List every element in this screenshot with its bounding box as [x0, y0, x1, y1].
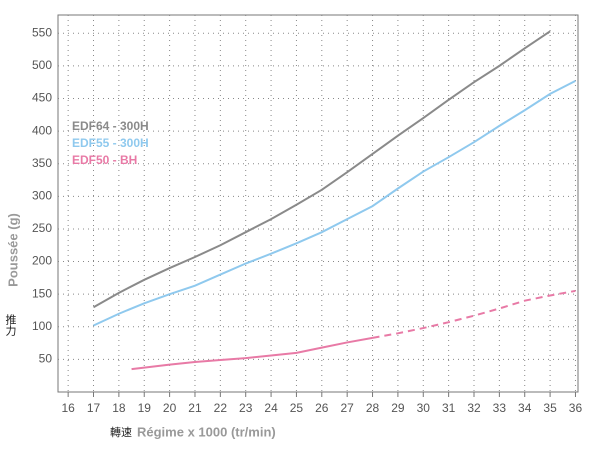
x-tick-label: 31: [442, 401, 456, 415]
x-tick-label: 33: [493, 401, 507, 415]
x-tick-label: 24: [264, 401, 278, 415]
x-tick-label: 18: [112, 401, 126, 415]
plot-frame: [57, 14, 579, 393]
x-tick-label: 19: [138, 401, 152, 415]
y-tick-label: 250: [32, 221, 52, 235]
x-tick-label: 16: [61, 401, 75, 415]
data-line: [93, 30, 551, 309]
x-tick-label: 25: [290, 401, 304, 415]
legend-entry: EDF64 - 300H: [72, 119, 149, 133]
x-tick-label: 34: [518, 401, 532, 415]
x-axis-label: Régime x 1000 (tr/min): [137, 424, 276, 439]
y-tick-label: 100: [32, 319, 52, 333]
y-tick-label: 150: [32, 286, 52, 300]
x-tick-label: 35: [543, 401, 557, 415]
data-line: [93, 79, 576, 327]
x-tick-label: 28: [366, 401, 380, 415]
x-tick-label: 17: [87, 401, 101, 415]
x-tick-label: 22: [214, 401, 228, 415]
data-line: [131, 336, 373, 371]
y-tick-label: 450: [32, 91, 52, 105]
x-tick-label: 32: [467, 401, 481, 415]
x-tick-label: 36: [569, 401, 583, 415]
x-tick-label: 29: [391, 401, 405, 415]
x-axis-label-cn: 轉速: [110, 426, 132, 439]
data-line: [372, 289, 576, 339]
y-axis-label: Poussée (g): [5, 213, 20, 287]
y-tick-label: 550: [32, 25, 52, 39]
x-tick-label: 20: [163, 401, 177, 415]
x-tick-label: 21: [188, 401, 202, 415]
legend-entry: EDF55 - 300H: [72, 136, 149, 150]
y-tick-label: 400: [32, 123, 52, 137]
x-tick-label: 27: [340, 401, 354, 415]
legend-entry: EDF50 - BH: [72, 153, 137, 167]
y-tick-label: 300: [32, 188, 52, 202]
y-tick-label: 50: [39, 352, 53, 366]
x-tick-label: 26: [315, 401, 329, 415]
y-tick-label: 200: [32, 254, 52, 268]
y-axis-label-cn: 推力: [4, 313, 17, 336]
y-tick-label: 350: [32, 156, 52, 170]
x-tick-label: 30: [417, 401, 431, 415]
y-tick-label: 500: [32, 58, 52, 72]
x-tick-label: 23: [239, 401, 253, 415]
